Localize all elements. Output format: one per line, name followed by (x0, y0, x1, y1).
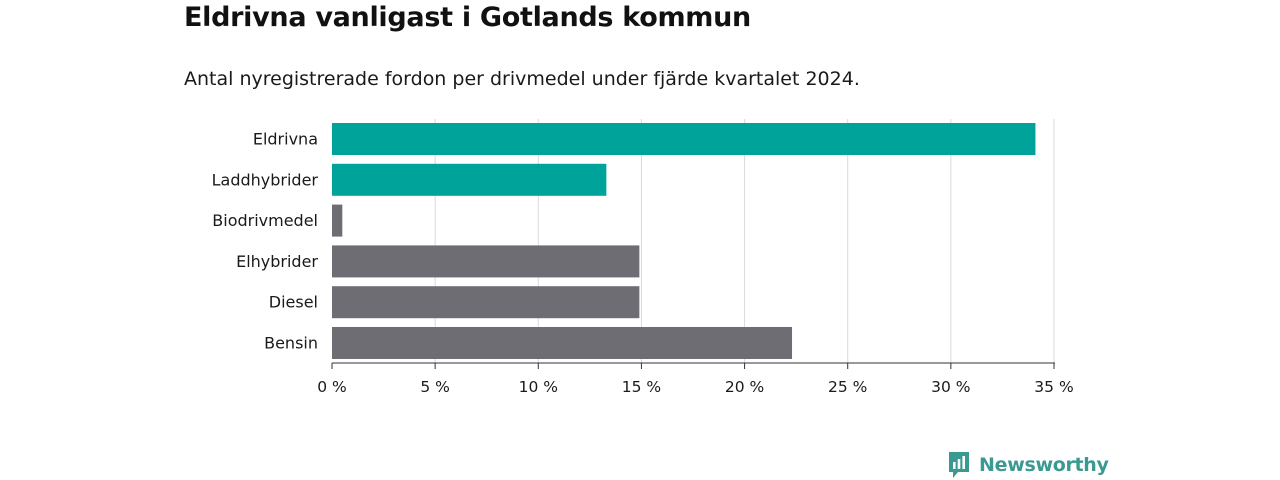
x-tick-label: 5 % (420, 378, 450, 396)
grid-lines (434, 119, 1055, 363)
category-label: Diesel (269, 293, 318, 312)
bars (332, 123, 1036, 359)
bar-diesel (332, 286, 640, 319)
chart-title: Eldrivna vanligast i Gotlands kommun (184, 2, 751, 33)
x-tick-label: 15 % (622, 378, 661, 396)
chart-subtitle: Antal nyregistrerade fordon per drivmede… (184, 68, 860, 90)
x-tick-label: 30 % (931, 378, 970, 396)
bar-elhybrider (332, 245, 640, 278)
category-label: Biodrivmedel (212, 211, 318, 230)
x-tick-label: 35 % (1034, 378, 1073, 396)
category-label: Eldrivna (253, 130, 318, 149)
x-tick-label: 20 % (725, 378, 764, 396)
x-tick-label: 10 % (519, 378, 558, 396)
category-labels: Eldrivna Laddhybrider Biodrivmedel Elhybrid… (212, 130, 319, 353)
bar-laddhybrider (332, 163, 607, 196)
bar-biodrivmedel (332, 204, 343, 237)
x-tick-label: 25 % (828, 378, 867, 396)
bar-eldrivna (332, 123, 1036, 155)
bar-bensin (332, 327, 793, 359)
brand-name: Newsworthy (979, 454, 1109, 476)
bar-chart-badge-icon (949, 452, 969, 478)
category-label: Laddhybrider (212, 170, 319, 189)
category-label: Bensin (264, 334, 318, 353)
brand-logo: Newsworthy (947, 450, 1109, 480)
x-tick-label: 0 % (317, 378, 347, 396)
x-axis: 0 % 5 % 10 % 15 % 20 % 25 % 30 % 35 % (317, 362, 1074, 396)
category-label: Elhybrider (236, 252, 318, 271)
